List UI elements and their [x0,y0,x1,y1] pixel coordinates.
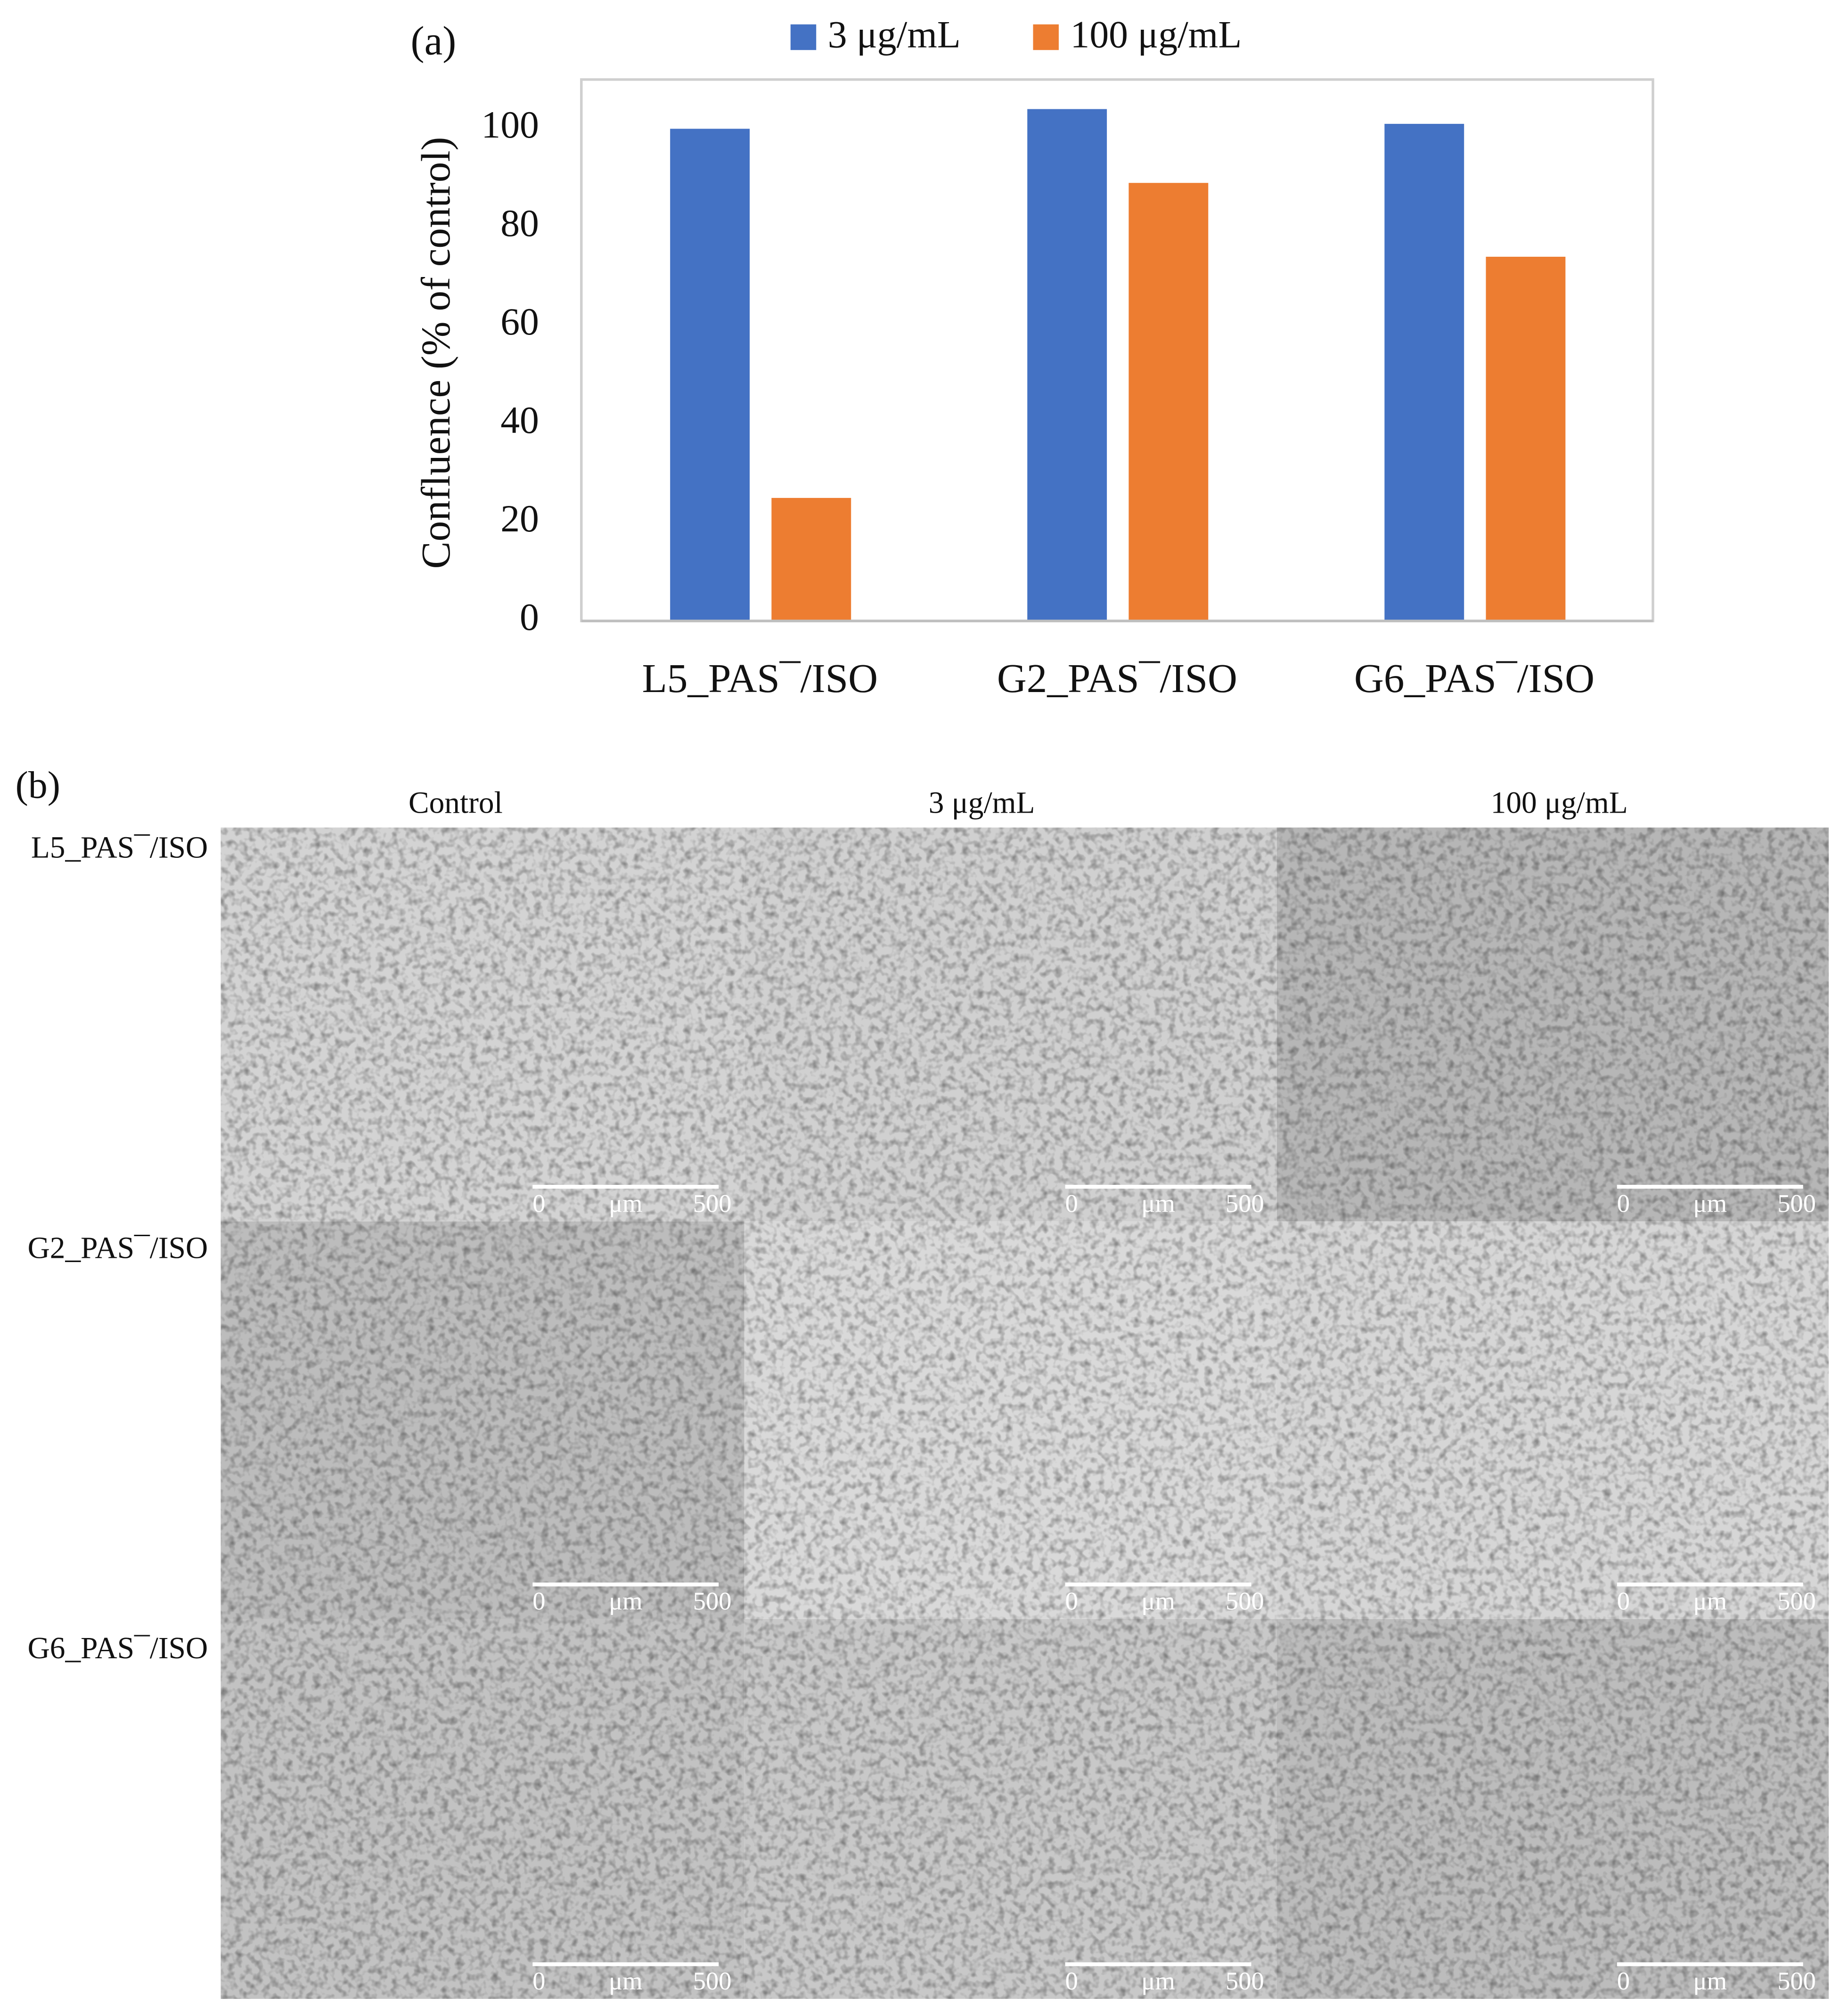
scale-end: 500 [1777,1966,1816,1995]
micrograph-texture [1276,1619,1829,1999]
scale-start: 0 [1065,1966,1078,1995]
scale-start: 0 [1065,1189,1078,1217]
column-header: 100 μg/mL [1491,786,1628,820]
scale-end: 500 [693,1966,732,1995]
bar [1486,256,1566,621]
scale-start: 0 [532,1966,545,1995]
bar [1384,123,1464,621]
scale-unit: μm [1693,1966,1727,1995]
scale-start: 0 [1617,1189,1630,1217]
scale-end: 500 [1777,1587,1816,1615]
x-tick-label: G2_PAS¯/ISO [997,655,1237,701]
plot: 0 20 40 60 80 100 L5_PAS¯/ISO G2_PAS¯/ISO G6_PAS… [481,13,1654,701]
x-tick-label: G6_PAS¯/ISO [1354,655,1595,701]
scale-unit: μm [1141,1966,1175,1995]
scale-unit: μm [609,1966,643,1995]
scale-end: 500 [1226,1189,1264,1217]
micrograph-texture [221,1221,744,1619]
row-label: G2_PAS¯/ISO [28,1231,208,1265]
micrograph-texture [1276,827,1829,1222]
y-tick-label: 20 [500,497,539,540]
micrograph-texture [744,1221,1277,1619]
scale-start: 0 [1617,1966,1630,1995]
scale-end: 500 [693,1189,732,1217]
scale-unit: μm [609,1189,643,1217]
legend-swatch [790,24,817,50]
bar [670,129,750,621]
row-label: L5_PAS¯/ISO [31,831,208,865]
legend-swatch [1033,24,1059,50]
micrograph-texture [1276,1221,1829,1619]
scale-end: 500 [1226,1587,1264,1615]
bar [1128,183,1209,621]
row-label: G6_PAS¯/ISO [28,1631,208,1665]
image-grid: Control 3 μg/mL 100 μg/mL L5_PAS¯/ISO 0 μm 500… [28,786,1829,1999]
panel-label: (b) [16,764,60,807]
scale-start: 0 [1065,1587,1078,1615]
micrograph-texture [221,1619,744,1999]
column-header: 3 μg/mL [929,786,1035,820]
y-tick-label: 80 [500,202,539,244]
y-tick-label: 60 [500,300,539,343]
micrograph-texture [744,827,1277,1222]
bar [771,497,851,621]
micrograph-texture [744,1619,1277,1999]
scale-unit: μm [1693,1189,1727,1217]
scale-end: 500 [693,1587,732,1615]
y-tick-label: 0 [520,595,539,638]
scale-end: 500 [1226,1966,1264,1995]
scale-start: 0 [532,1587,545,1615]
scale-unit: μm [1141,1189,1175,1217]
y-axis-label: Confluence (% of control) [413,137,458,569]
scale-start: 0 [1617,1587,1630,1615]
panel-label: (a) [411,17,457,63]
column-header: Control [409,786,503,820]
scale-unit: μm [1693,1587,1727,1615]
scale-end: 500 [1777,1189,1816,1217]
x-tick-label: L5_PAS¯/ISO [642,655,878,701]
scale-unit: μm [1141,1587,1175,1615]
y-tick-label: 40 [500,399,539,441]
legend-label: 3 μg/mL [828,13,961,56]
bar [1027,109,1107,621]
micrograph-texture [221,827,744,1222]
y-tick-label: 100 [481,103,539,146]
scale-unit: μm [609,1587,643,1615]
legend-label: 100 μg/mL [1070,13,1242,56]
scale-start: 0 [532,1189,545,1217]
